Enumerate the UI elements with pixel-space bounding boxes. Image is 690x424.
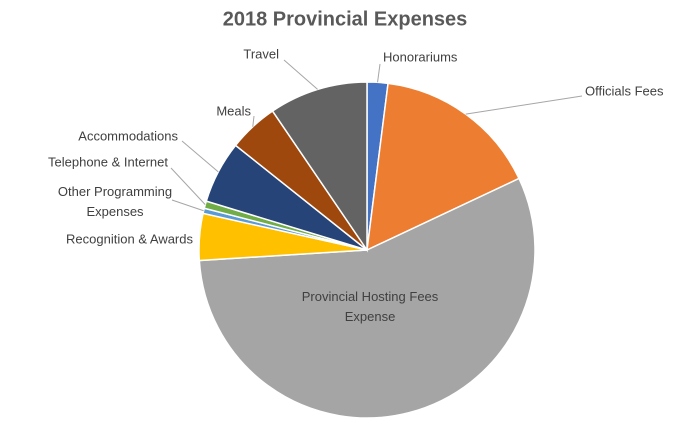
leader-line [181, 140, 219, 173]
slice-label: Telephone & Internet [48, 154, 168, 169]
slice-label: Meals [216, 103, 251, 118]
leader-line [171, 199, 204, 212]
slice-label: Honorariums [383, 49, 458, 64]
slice-label: Officials Fees [585, 83, 664, 98]
slice-label: Other Programming Expenses [58, 184, 172, 219]
chart-title: 2018 Provincial Expenses [223, 8, 468, 30]
slice-label: Recognition & Awards [66, 231, 193, 246]
slice-label: Accommodations [78, 128, 178, 143]
slice-label: Provincial Hosting Fees Expense [302, 289, 439, 324]
leader-line [252, 115, 255, 127]
leader-line [377, 63, 381, 83]
pie [198, 81, 536, 419]
slice-label: Travel [243, 46, 279, 61]
pie-slice [198, 177, 536, 419]
leader-line [465, 95, 583, 115]
leader-line [170, 167, 206, 205]
leader-line [283, 59, 318, 90]
